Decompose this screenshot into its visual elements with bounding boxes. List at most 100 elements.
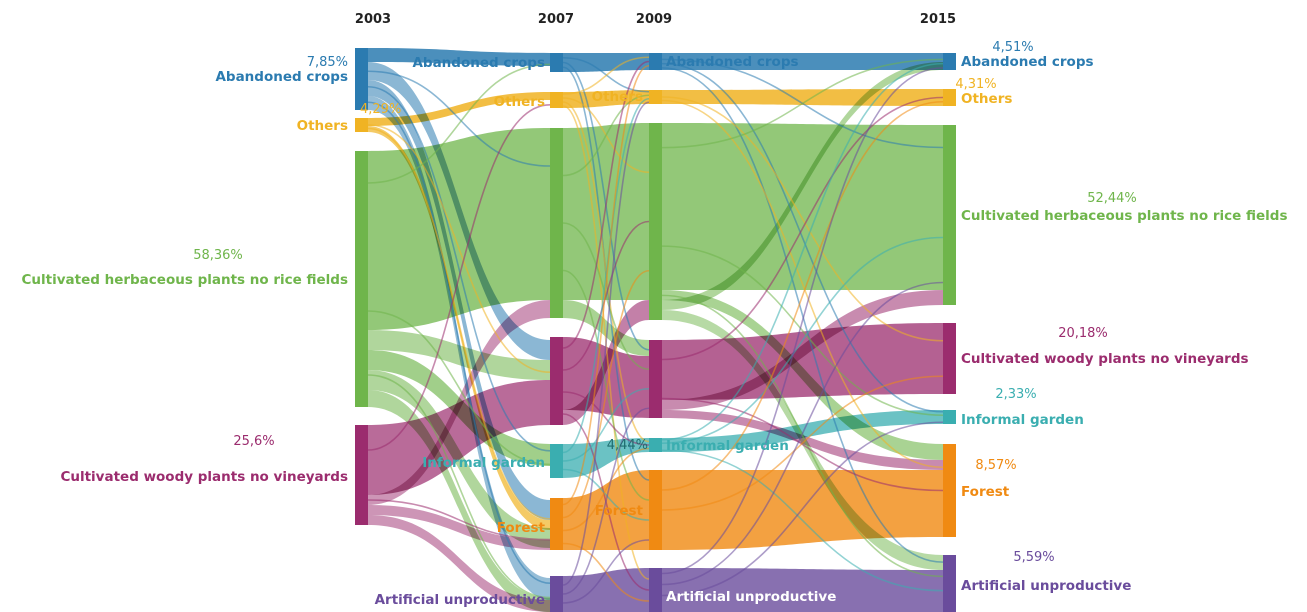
thin-flow-2007-woody-to-abandoned bbox=[562, 60, 650, 349]
label-2003-woody: Cultivated woody plants no vineyards bbox=[60, 469, 348, 485]
flow-2007-herbaceous-to-woody bbox=[563, 300, 649, 356]
pct-2003-abandoned: 7,85% bbox=[307, 55, 348, 70]
year-headers: 2003 2007 2009 2015 bbox=[355, 12, 956, 27]
flow-2009-artificial-to-artificial bbox=[662, 568, 943, 612]
label-2015-forest: Forest bbox=[961, 484, 1010, 500]
flow-2009-garden-to-garden bbox=[662, 410, 943, 452]
node-bar-2007-abandoned bbox=[550, 53, 563, 72]
node-bar-2009-herbaceous bbox=[649, 123, 662, 320]
labels-2009: Abandoned crops Others 4,44% Informal ga… bbox=[592, 54, 837, 605]
thin-flow-2009-artificial-to-herbaceous bbox=[661, 281, 944, 586]
label-2009-forest: Forest bbox=[595, 503, 644, 519]
pct-2015-garden: 2,33% bbox=[995, 387, 1036, 402]
thin-flow-2003-abandoned-to-garden bbox=[367, 85, 551, 452]
thin-flow-2009-others-to-woody bbox=[661, 96, 944, 342]
flow-2007-woody-to-herbaceous bbox=[563, 300, 649, 425]
pct-2009-garden: 4,44% bbox=[607, 438, 648, 453]
thin-flow-2009-artificial-to-abandoned bbox=[661, 67, 944, 575]
thin-flow-2007-garden-to-woody bbox=[562, 387, 650, 462]
label-2015-artificial: Artificial unproductive bbox=[961, 578, 1131, 594]
label-2009-others: Others bbox=[592, 89, 643, 105]
labels-2003: 7,85% Abandoned crops 4,29% Others 58,36… bbox=[21, 55, 401, 485]
year-2015: 2015 bbox=[920, 12, 956, 27]
flow-2003-woody-to-herbaceous bbox=[368, 300, 550, 505]
sankey-flows bbox=[367, 48, 944, 612]
label-2015-others: Others bbox=[961, 91, 1012, 107]
pct-2015-abandoned: 4,51% bbox=[992, 40, 1033, 55]
flow-2003-herbaceous-to-artificial bbox=[368, 390, 550, 612]
flow-2003-woody-to-forest bbox=[368, 505, 550, 550]
node-bar-2003-abandoned bbox=[355, 48, 368, 110]
node-bar-2007-garden bbox=[550, 444, 563, 478]
flow-2007-artificial-to-artificial bbox=[563, 568, 649, 612]
thin-flow-2003-others-to-woody bbox=[367, 124, 551, 373]
flow-2003-others-to-others bbox=[368, 92, 550, 126]
thin-flow-2007-forest-to-herbaceous bbox=[562, 269, 650, 519]
label-2007-forest: Forest bbox=[497, 520, 546, 536]
thin-flow-2007-herbaceous-to-others bbox=[562, 94, 650, 177]
node-bar-2015-herbaceous bbox=[943, 125, 956, 305]
label-2015-garden: Informal garden bbox=[961, 412, 1084, 428]
flow-2009-herbaceous-to-herbaceous bbox=[662, 123, 943, 290]
thin-flow-2007-woody-to-garden bbox=[562, 391, 650, 446]
thin-flow-2003-woody-to-others bbox=[367, 104, 551, 451]
thin-flow-2009-forest-to-others bbox=[661, 100, 944, 491]
thin-flow-2009-garden-to-abandoned bbox=[661, 62, 944, 441]
node-bar-2007-others bbox=[550, 92, 563, 108]
thin-flow-2003-herbaceous-to-abandoned bbox=[367, 63, 551, 184]
label-2007-others: Others bbox=[494, 94, 545, 110]
node-bar-2003-woody bbox=[355, 425, 368, 525]
node-bar-2009-forest bbox=[649, 470, 662, 550]
thin-flow-2009-herbaceous-to-artificial bbox=[661, 294, 944, 578]
thin-flow-2007-others-to-abandoned bbox=[562, 56, 650, 95]
thin-flow-2009-garden-to-herbaceous bbox=[661, 236, 944, 445]
thin-flow-2009-forest-to-woody bbox=[661, 375, 944, 511]
node-bar-2003-others bbox=[355, 118, 368, 132]
node-bar-2009-garden bbox=[649, 438, 662, 452]
pct-2003-woody: 25,6% bbox=[233, 434, 274, 449]
thin-flow-2007-garden-to-forest bbox=[562, 468, 650, 521]
year-2003: 2003 bbox=[355, 12, 391, 27]
thin-flow-2007-garden-to-others bbox=[562, 97, 650, 454]
pct-2015-others: 4,31% bbox=[955, 77, 996, 92]
thin-flow-2007-artificial-to-woody bbox=[562, 407, 650, 595]
label-2009-garden: Informal garden bbox=[666, 438, 789, 454]
node-bar-2009-woody bbox=[649, 340, 662, 418]
flow-2003-others-to-forest bbox=[368, 126, 550, 530]
thin-flow-2007-forest-to-abandoned bbox=[562, 64, 650, 506]
flow-2009-woody-to-herbaceous bbox=[662, 290, 943, 410]
flow-2009-woody-to-woody bbox=[662, 323, 943, 400]
node-bar-2015-garden bbox=[943, 410, 956, 424]
flow-2003-herbaceous-to-woody bbox=[368, 330, 550, 380]
flow-2003-woody-to-artificial bbox=[368, 515, 550, 612]
node-bar-2003-herbaceous bbox=[355, 151, 368, 407]
node-bar-2007-woody bbox=[550, 337, 563, 425]
flow-2003-woody-to-woody bbox=[368, 380, 550, 495]
node-bar-2015-abandoned bbox=[943, 53, 956, 70]
thin-flow-2003-others-to-forest bbox=[367, 127, 551, 520]
label-2015-herbaceous: Cultivated herbaceous plants no rice fie… bbox=[961, 208, 1288, 224]
label-2015-abandoned: Abandoned crops bbox=[961, 54, 1094, 70]
flow-2007-garden-to-garden bbox=[563, 438, 649, 478]
node-bar-2007-artificial bbox=[550, 576, 563, 612]
label-2003-others: Others bbox=[297, 118, 348, 134]
thin-flow-2007-herbaceous-to-forest bbox=[562, 269, 650, 501]
thin-flow-2009-herbaceous-to-abandoned bbox=[661, 58, 944, 149]
thin-flow-2003-abandoned-to-herbaceous bbox=[367, 70, 551, 167]
year-2007: 2007 bbox=[538, 12, 574, 27]
node-bar-2009-others bbox=[649, 90, 662, 104]
thin-flow-2007-woody-to-herbaceous bbox=[562, 220, 650, 371]
flow-2003-abandoned-to-abandoned bbox=[368, 48, 550, 66]
pct-2003-herbaceous: 58,36% bbox=[193, 248, 243, 263]
thin-flow-2003-abandoned-to-artificial bbox=[367, 101, 551, 584]
thin-flow-2003-woody-to-forest bbox=[367, 499, 551, 541]
flow-2007-abandoned-to-abandoned bbox=[563, 53, 649, 72]
labels-2015: 4,51% Abandoned crops 4,31% Others 52,44… bbox=[955, 40, 1287, 594]
thin-flow-2007-artificial-to-forest bbox=[562, 539, 650, 604]
label-2007-garden: Informal garden bbox=[422, 455, 545, 471]
node-bar-2015-artificial bbox=[943, 555, 956, 612]
thin-flow-2009-woody-to-forest bbox=[661, 397, 944, 492]
pct-2015-woody: 20,18% bbox=[1058, 326, 1108, 341]
flow-2009-woody-to-forest bbox=[662, 410, 943, 470]
